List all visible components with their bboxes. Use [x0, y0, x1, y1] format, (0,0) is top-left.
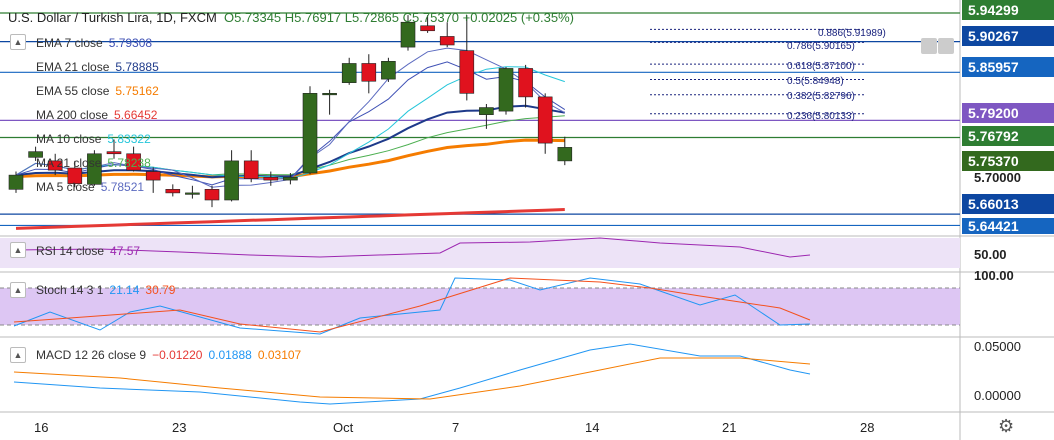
candle-body [459, 50, 475, 94]
candle-body [8, 174, 24, 190]
interval[interactable]: 1D [156, 10, 173, 25]
indicator-ma21[interactable]: MA 21 close 5.78238 [36, 156, 151, 170]
candle-body [28, 151, 43, 158]
chart-header: U.S. Dollar / Turkish Lira, 1D, FXCM O5.… [8, 10, 574, 25]
price-label-resistance: 5.85957 [962, 57, 1054, 77]
indicator-ma200[interactable]: MA 200 close 5.66452 [36, 108, 158, 122]
stoch-axis-label: 100.00 [974, 268, 1014, 283]
price-label-fib-top: 5.90267 [962, 26, 1054, 46]
candle-body [145, 171, 161, 181]
candle-body [106, 151, 122, 155]
fib-label-0886: 0.886(5.91989) [818, 28, 886, 39]
ohlc-high: H5.76917 [284, 10, 342, 25]
stoch-legend[interactable]: Stoch 14 3 1 21.14 30.79 [36, 283, 176, 297]
gear-icon[interactable]: ⚙ [998, 416, 1015, 436]
macd-axis-label-zero: 0.00000 [974, 388, 1021, 403]
macd-axis-label-top: 0.05000 [974, 339, 1021, 354]
ohlc-close: C5.75370 [402, 10, 460, 25]
candle-body [204, 189, 220, 201]
chevron-up-icon[interactable] [921, 38, 937, 54]
candle-body [87, 153, 102, 185]
source: FXCM [179, 10, 217, 25]
price-axis-tick: 5.70000 [974, 170, 1021, 185]
stoch-d-line [13, 277, 811, 333]
collapse-indicators-icon[interactable]: ▲ [10, 34, 26, 50]
price-label-last: 5.75370 [962, 151, 1054, 171]
candle-body [126, 153, 141, 171]
fib-label-0236: 0.236(5.80133) [787, 111, 855, 122]
price-label-support: 5.66013 [962, 194, 1054, 214]
candle-body [361, 63, 377, 82]
ma200-line [15, 208, 565, 230]
candle-body [263, 176, 279, 181]
chevron-down-icon[interactable] [938, 38, 954, 54]
candle-body [224, 160, 239, 201]
collapse-macd-icon[interactable]: ▲ [10, 347, 26, 363]
x-label-21: 21 [722, 420, 737, 435]
rsi-axis-label: 50.00 [974, 247, 1007, 262]
candle-body [479, 107, 494, 115]
candle-body [47, 160, 63, 171]
candle-body [498, 68, 514, 112]
candle-body [185, 192, 200, 195]
candle-body [283, 176, 298, 181]
fib-label-0786: 0.786(5.90165) [787, 41, 855, 52]
x-label-28: 28 [860, 420, 875, 435]
x-label-23: 23 [172, 420, 187, 435]
candle-body [381, 61, 396, 80]
price-label-ma: 5.76792 [962, 126, 1054, 146]
indicator-ma5[interactable]: MA 5 close 5.78521 [36, 180, 145, 194]
collapse-stoch-icon[interactable]: ▲ [10, 282, 26, 298]
candle-body [420, 25, 435, 32]
candle-body [518, 68, 533, 98]
indicator-ema55[interactable]: EMA 55 close 5.75162 [36, 84, 159, 98]
price-label-high: 5.94299 [962, 0, 1054, 20]
fib-label-0382: 0.382(5.82796) [787, 91, 855, 102]
x-label-14: 14 [585, 420, 600, 435]
price-label-low: 5.64421 [962, 218, 1054, 234]
macd-legend[interactable]: MACD 12 26 close 9 −0.01220 0.01888 0.03107 [36, 348, 302, 362]
candle-body [302, 93, 318, 174]
macd-line [13, 343, 811, 405]
candle-body [537, 96, 553, 144]
fib-label-0618: 0.618(5.87100) [787, 61, 855, 72]
candle-body [243, 160, 259, 179]
x-label-oct: Oct [333, 420, 354, 435]
indicator-ema21[interactable]: EMA 21 close 5.78885 [36, 60, 159, 74]
candle-body [557, 147, 573, 162]
candle-body [322, 93, 337, 96]
price-label-ema: 5.79200 [962, 103, 1054, 123]
candle-body [341, 63, 357, 83]
indicator-ema7[interactable]: EMA 7 close 5.79308 [36, 36, 153, 50]
candle-body [165, 189, 181, 194]
stoch-k-line [13, 277, 811, 335]
collapse-rsi-icon[interactable]: ▲ [10, 242, 26, 258]
candle-body [67, 167, 83, 184]
ohlc-open: O5.73345 [224, 10, 282, 25]
symbol-name[interactable]: U.S. Dollar / Turkish Lira [8, 10, 149, 25]
candle-body [400, 21, 416, 48]
fib-label-05: 0.5(5.84948) [787, 76, 844, 87]
x-label-16: 16 [34, 420, 49, 435]
macd-signal-line [13, 357, 811, 400]
ohlc-low: L5.72865 [344, 10, 400, 25]
rsi-legend[interactable]: RSI 14 close 47.57 [36, 244, 141, 258]
candle-body [439, 36, 455, 46]
ohlc-change: +0.02025 (+0.35%) [462, 10, 574, 25]
indicator-ma10[interactable]: MA 10 close 5.83322 [36, 132, 151, 146]
rsi-line [13, 237, 811, 258]
x-label-7: 7 [452, 420, 460, 435]
